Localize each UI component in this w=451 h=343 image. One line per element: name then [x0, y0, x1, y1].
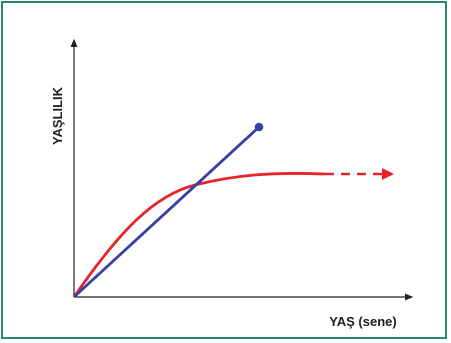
linear-curve-endpoint	[254, 122, 264, 132]
x-axis-label: YAŞ (sene)	[329, 314, 396, 329]
plateau-arrowhead	[382, 168, 394, 180]
linear-curve	[73, 125, 260, 299]
y-axis-label: YAŞLILIK	[50, 86, 65, 145]
diagram-frame	[1, 1, 447, 339]
plateau-curve	[72, 172, 326, 298]
